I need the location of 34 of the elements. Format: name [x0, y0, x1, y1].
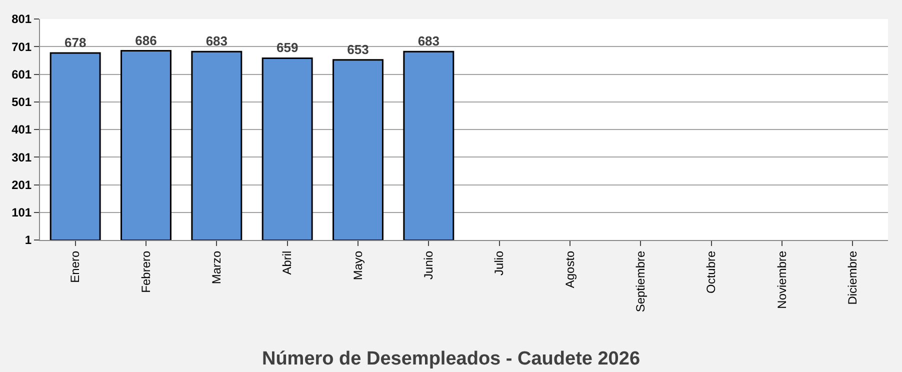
y-tick-label: 601: [12, 67, 32, 82]
data-label: 653: [347, 42, 369, 57]
y-tick-label: 201: [12, 178, 32, 192]
x-tick-label: Enero: [68, 250, 82, 283]
y-tick-label: 101: [12, 206, 32, 220]
x-tick-label: Abril: [280, 250, 294, 275]
x-tick-label: Junio: [422, 250, 436, 280]
y-tick-label: 801: [12, 12, 32, 26]
x-tick-label: Febrero: [138, 250, 153, 293]
x-tick-label: Agosto: [562, 250, 577, 288]
data-label: 686: [135, 32, 157, 48]
x-tick-label: Septiembre: [634, 250, 648, 312]
bar: [403, 50, 454, 240]
x-tick-label: Mayo: [350, 250, 365, 280]
y-tick-label: 1: [24, 233, 32, 248]
y-tick-label: 501: [12, 95, 32, 110]
x-tick-label: Noviembre: [774, 250, 789, 309]
data-label: 678: [64, 34, 86, 50]
bar: [50, 52, 101, 240]
x-tick-label: Diciembre: [846, 250, 860, 305]
bar: [191, 50, 242, 240]
y-tick-label: 401: [12, 122, 32, 137]
data-label: 659: [276, 40, 298, 56]
data-label: 683: [418, 34, 440, 49]
x-tick-label: Octubre: [704, 250, 718, 294]
x-tick-label: Julio: [492, 250, 506, 276]
text: Número de Desempleados - Caudete 2026: [262, 348, 640, 370]
data-label: 683: [206, 34, 228, 49]
x-tick-label: Marzo: [210, 250, 224, 284]
bar: [332, 59, 384, 240]
y-tick-label: 301: [12, 150, 32, 164]
bar: [120, 50, 172, 240]
y-tick-label: 701: [12, 40, 32, 54]
bar: [262, 57, 313, 240]
